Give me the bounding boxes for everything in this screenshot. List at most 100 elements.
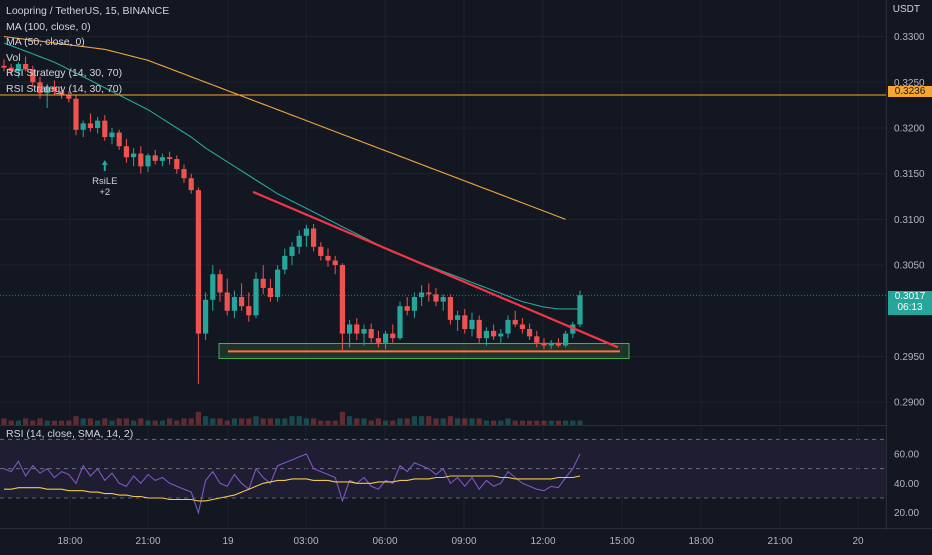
candle-body [80, 123, 86, 130]
ma100-line [3, 36, 566, 220]
candle-body [66, 95, 72, 99]
candle-body [555, 342, 561, 346]
x-tick-label: 06:00 [372, 536, 397, 547]
volume-bar [15, 420, 21, 425]
ma50-line [3, 42, 580, 310]
candle-body [8, 67, 14, 72]
volume-bar [570, 420, 576, 425]
candle-body [433, 294, 439, 302]
candle-body [491, 330, 497, 337]
volume-bar [512, 420, 518, 425]
volume-bar [534, 420, 540, 425]
volume-bar [404, 418, 410, 425]
y-tick-label: 0.3200 [894, 123, 925, 134]
volume-bar [131, 420, 137, 425]
countdown-value: 06:13 [897, 302, 923, 313]
candle-body [419, 292, 425, 298]
volume-bar [30, 420, 36, 425]
volume-bar [505, 418, 511, 425]
volume-bar [87, 418, 93, 425]
volume-bar [95, 420, 101, 425]
chart-title: Loopring / TetherUS, 15, BINANCE [6, 5, 170, 17]
hline-price-badge: 0.3236 [888, 86, 932, 97]
candle-body [512, 319, 518, 325]
volume-bar [361, 418, 367, 425]
volume-bar [210, 418, 216, 425]
volume-bar [303, 418, 309, 425]
volume-bar [8, 420, 14, 425]
volume-bar [577, 420, 583, 425]
volume-bar [224, 420, 230, 425]
candle-body [44, 86, 50, 94]
volume-bar [383, 420, 389, 425]
volume-bar [483, 420, 489, 425]
volume-bar [123, 418, 129, 425]
volume-bar [80, 418, 86, 425]
candle-body [527, 329, 533, 337]
candle-body [51, 86, 57, 92]
x-tick-label: 15:00 [609, 536, 634, 547]
x-tick-label: 12:00 [530, 536, 555, 547]
candle-body [462, 315, 468, 330]
candle-body [217, 274, 223, 293]
volume-bar [527, 420, 533, 425]
volume-bar [433, 418, 439, 425]
y-tick-label: 0.3300 [894, 32, 925, 43]
x-tick-label: 09:00 [451, 536, 476, 547]
candle-body [159, 157, 165, 161]
volume-bar [159, 420, 165, 425]
volume-bar [188, 418, 194, 425]
x-tick-label: 19 [222, 536, 234, 547]
volume-bar [23, 418, 29, 425]
volume-bar [368, 420, 374, 425]
candle-body [267, 287, 273, 298]
candle-body [296, 235, 302, 247]
volume-bar [390, 420, 396, 425]
rsi-tick-label: 40.00 [894, 479, 919, 490]
candle-body [116, 132, 122, 147]
rsi-line [3, 453, 581, 515]
candle-body [541, 342, 547, 346]
volume-bar [332, 420, 338, 425]
candle-body [1, 65, 7, 68]
candle-body [87, 123, 93, 128]
volume-bar [231, 418, 237, 425]
volume-bar [282, 418, 288, 425]
volume-bar [203, 416, 209, 425]
volume-bar [59, 420, 65, 425]
y-tick-label: 0.3150 [894, 169, 925, 180]
volume-bar [253, 416, 259, 425]
volume-bar [339, 411, 345, 425]
x-tick-label: 21:00 [135, 536, 160, 547]
candle-body [383, 333, 389, 343]
candle-body [203, 299, 209, 334]
volume-bar [563, 420, 569, 425]
volume-bar [462, 418, 468, 425]
volume-bar [1, 418, 7, 425]
candle-body [404, 306, 410, 311]
candle-body [347, 324, 353, 334]
legend-rsi-strategy-1: RSI Strategy (14, 30, 70) [6, 67, 123, 79]
volume-bar [66, 420, 72, 425]
volume-bar [260, 418, 266, 425]
volume-bar [44, 420, 50, 425]
legend-volume: Vol [6, 51, 21, 64]
candle-body [303, 228, 309, 236]
candle-body [505, 319, 511, 334]
y-tick-label: 0.2950 [894, 352, 925, 363]
volume-bar [426, 416, 432, 425]
volume-bar [239, 418, 245, 425]
signal-sub-label: +2 [99, 187, 110, 198]
candle-body [411, 297, 417, 311]
volume-bar [37, 418, 43, 425]
legend-rsi-strategy-2: RSI Strategy (14, 30, 70) [6, 82, 123, 95]
volume-bar [152, 420, 158, 425]
candle-body [131, 153, 137, 158]
candle-body [311, 228, 317, 247]
candle-body [354, 324, 360, 334]
volume-bar [116, 418, 122, 425]
hline-price-value: 0.3236 [894, 86, 926, 97]
candle-body [260, 278, 266, 288]
